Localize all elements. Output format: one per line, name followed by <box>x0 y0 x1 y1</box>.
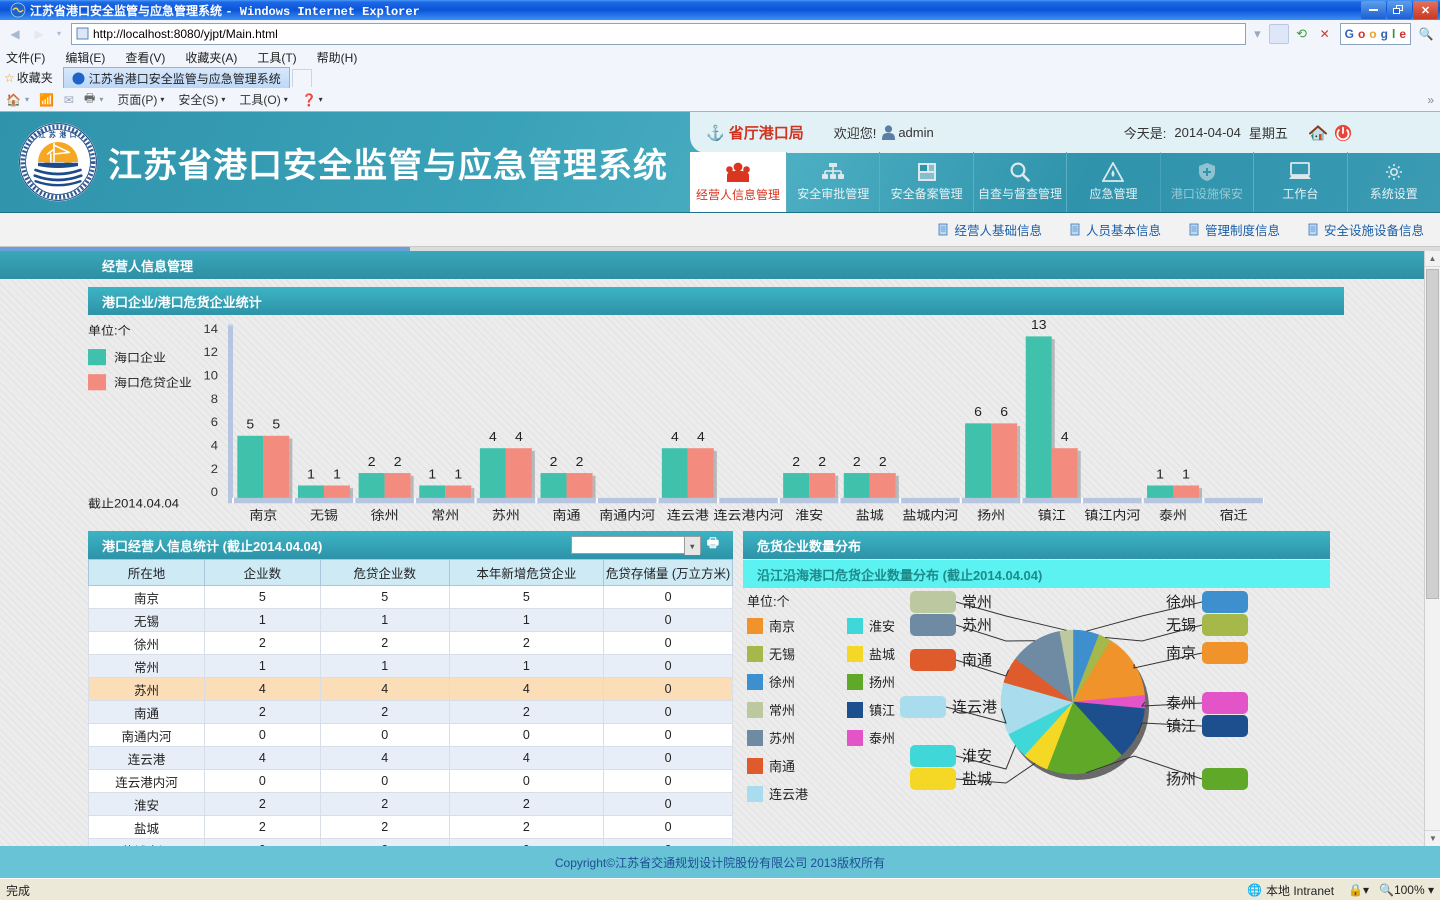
svg-text:4: 4 <box>697 430 705 444</box>
svg-text:常州: 常州 <box>962 594 992 611</box>
svg-text:江 苏 港 口: 江 苏 港 口 <box>39 130 77 139</box>
svg-text:12: 12 <box>204 346 219 359</box>
svg-text:南通: 南通 <box>553 508 581 522</box>
svg-text:2: 2 <box>368 455 376 469</box>
svg-text:苏州: 苏州 <box>769 731 795 746</box>
svg-text:2: 2 <box>879 455 887 469</box>
svg-text:苏州: 苏州 <box>492 508 520 522</box>
svg-text:常州: 常州 <box>769 703 795 718</box>
svg-text:南京: 南京 <box>249 508 277 522</box>
svg-text:扬州: 扬州 <box>869 675 895 690</box>
svg-text:1: 1 <box>1182 467 1190 481</box>
svg-text:宿迁: 宿迁 <box>1220 507 1248 522</box>
svg-text:连云港: 连云港 <box>952 699 997 716</box>
svg-text:泰州: 泰州 <box>869 731 895 746</box>
svg-text:14: 14 <box>204 323 219 336</box>
svg-text:4: 4 <box>515 430 523 444</box>
svg-text:5: 5 <box>272 417 280 431</box>
svg-text:镇江: 镇江 <box>1166 718 1196 735</box>
svg-text:连云港: 连云港 <box>667 508 709 522</box>
svg-text:淮安: 淮安 <box>869 619 895 634</box>
svg-text:南通: 南通 <box>962 652 992 669</box>
svg-text:南通: 南通 <box>769 759 795 774</box>
svg-text:截止2014.04.04: 截止2014.04.04 <box>88 497 179 510</box>
svg-text:4: 4 <box>1061 430 1069 444</box>
svg-text:连云港内河: 连云港内河 <box>714 508 784 522</box>
svg-text:4: 4 <box>489 430 497 444</box>
svg-text:2: 2 <box>394 455 402 469</box>
svg-text:苏州: 苏州 <box>962 617 992 634</box>
svg-text:2: 2 <box>211 462 218 475</box>
svg-text:2: 2 <box>550 455 558 469</box>
svg-text:泰州: 泰州 <box>1166 695 1196 712</box>
svg-text:南京: 南京 <box>769 619 795 634</box>
svg-text:8: 8 <box>211 392 218 405</box>
svg-text:13: 13 <box>1031 318 1047 332</box>
svg-text:无锡: 无锡 <box>769 647 795 662</box>
svg-text:1: 1 <box>333 467 341 481</box>
svg-text:镇江内河: 镇江内河 <box>1084 508 1140 522</box>
svg-text:5: 5 <box>246 417 254 431</box>
svg-text:10: 10 <box>204 369 219 382</box>
svg-text:淮安: 淮安 <box>795 508 823 522</box>
svg-text:单位:个: 单位:个 <box>747 594 790 609</box>
svg-text:6: 6 <box>1000 405 1008 419</box>
svg-text:南通内河: 南通内河 <box>599 508 655 522</box>
svg-text:泰州: 泰州 <box>1159 508 1187 522</box>
svg-text:无锡: 无锡 <box>310 508 338 522</box>
svg-text:连云港: 连云港 <box>769 787 808 802</box>
svg-text:徐州: 徐州 <box>1166 594 1196 611</box>
svg-text:海口企业: 海口企业 <box>114 350 166 364</box>
svg-text:2: 2 <box>818 455 826 469</box>
svg-text:0: 0 <box>211 486 218 499</box>
svg-text:盐城内河: 盐城内河 <box>902 508 958 522</box>
svg-text:4: 4 <box>671 430 679 444</box>
svg-text:4: 4 <box>211 439 218 452</box>
svg-text:海口危贷企业: 海口危贷企业 <box>114 375 192 389</box>
svg-text:2: 2 <box>853 455 861 469</box>
svg-text:无锡: 无锡 <box>1166 617 1196 634</box>
svg-text:2: 2 <box>792 455 800 469</box>
svg-text:镇江: 镇江 <box>1038 508 1066 522</box>
svg-text:盐城: 盐城 <box>962 771 992 788</box>
svg-text:盐城: 盐城 <box>856 508 884 522</box>
svg-text:常州: 常州 <box>431 508 459 522</box>
svg-text:南京: 南京 <box>1166 645 1196 662</box>
svg-text:扬州: 扬州 <box>977 508 1005 522</box>
svg-text:单位:个: 单位:个 <box>88 323 131 337</box>
svg-text:2: 2 <box>576 455 584 469</box>
svg-text:淮安: 淮安 <box>962 748 992 765</box>
svg-text:徐州: 徐州 <box>371 508 399 522</box>
svg-text:扬州: 扬州 <box>1166 771 1196 788</box>
svg-text:徐州: 徐州 <box>769 675 795 690</box>
svg-text:镇江: 镇江 <box>869 703 895 718</box>
svg-text:1: 1 <box>307 467 315 481</box>
svg-text:1: 1 <box>454 467 462 481</box>
svg-text:6: 6 <box>211 416 218 429</box>
svg-text:1: 1 <box>428 467 436 481</box>
svg-text:盐城: 盐城 <box>869 647 895 662</box>
svg-text:6: 6 <box>974 405 982 419</box>
svg-text:1: 1 <box>1156 467 1164 481</box>
